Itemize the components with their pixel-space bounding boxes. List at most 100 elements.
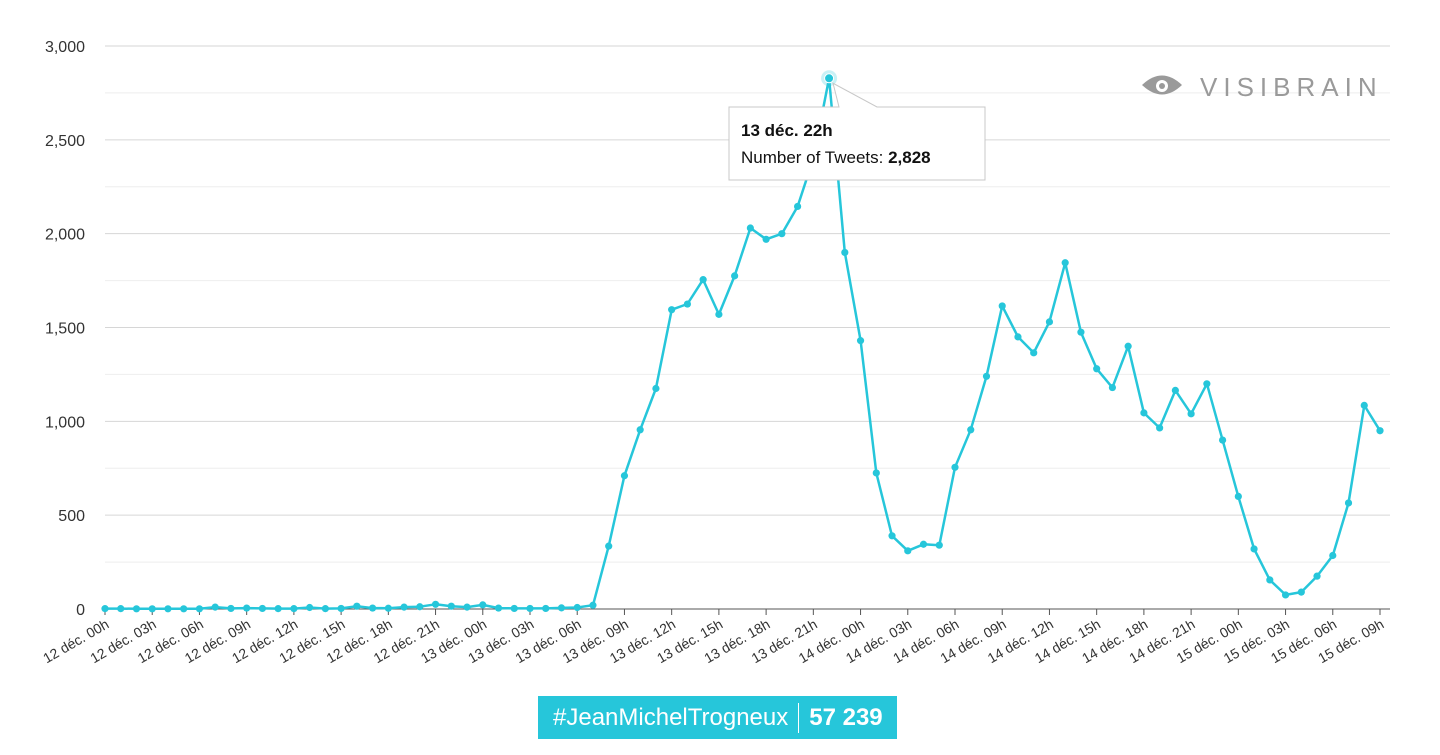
data-point xyxy=(101,605,109,613)
data-point xyxy=(951,463,959,471)
hashtag-label: #JeanMichelTrogneux xyxy=(553,703,789,731)
data-point xyxy=(1077,328,1085,336)
series-line xyxy=(105,77,1382,611)
data-point xyxy=(982,372,991,380)
data-point xyxy=(1093,365,1101,373)
y-tick-label: 1,500 xyxy=(45,321,85,338)
data-point xyxy=(1313,572,1321,580)
data-point xyxy=(148,605,156,613)
y-tick-label: 500 xyxy=(58,508,85,525)
data-point xyxy=(1266,576,1274,584)
tweet-total: 57 239 xyxy=(809,703,883,731)
data-point xyxy=(1187,410,1195,418)
tooltip-title: 13 déc. 22h xyxy=(741,121,833,140)
data-point xyxy=(715,310,723,318)
data-point xyxy=(1218,436,1227,444)
data-point xyxy=(132,605,141,613)
highlight-point xyxy=(824,73,835,84)
data-point xyxy=(384,604,392,612)
data-point xyxy=(463,603,471,611)
data-point xyxy=(1140,409,1148,417)
data-point xyxy=(180,605,188,613)
data-point xyxy=(746,224,754,232)
data-point xyxy=(888,532,896,540)
tooltip: 13 déc. 22h Number of Tweets: 2,828 xyxy=(728,82,986,181)
data-point xyxy=(353,602,361,610)
data-point xyxy=(636,426,644,434)
data-point xyxy=(1344,499,1353,507)
data-point xyxy=(573,603,581,612)
data-point xyxy=(1171,386,1179,394)
y-axis-ticks: 0 500 1,000 1,500 2,000 2,500 3,000 xyxy=(45,39,85,619)
data-point xyxy=(306,603,314,612)
data-point xyxy=(683,300,692,308)
data-point xyxy=(731,272,739,280)
series-tweets xyxy=(101,70,1384,613)
data-point xyxy=(620,472,629,480)
data-point xyxy=(510,604,518,613)
tooltip-value: 2,828 xyxy=(888,148,931,167)
data-point xyxy=(1156,424,1164,432)
data-point xyxy=(1376,427,1384,435)
data-point xyxy=(447,602,455,610)
data-point xyxy=(274,605,282,613)
data-point xyxy=(321,605,329,613)
data-point xyxy=(1281,591,1290,599)
data-point xyxy=(542,604,550,613)
data-point xyxy=(1108,383,1117,392)
data-point xyxy=(400,603,408,611)
data-point xyxy=(904,547,912,555)
brand-logo: VISIBRAIN xyxy=(1142,72,1383,102)
y-tick-label: 3,000 xyxy=(45,39,85,56)
data-point xyxy=(668,306,676,314)
eye-icon xyxy=(1142,75,1182,95)
data-point xyxy=(1061,259,1069,267)
data-point xyxy=(258,604,267,613)
data-point xyxy=(117,605,125,613)
data-point xyxy=(557,604,566,612)
data-point xyxy=(589,601,597,609)
data-point xyxy=(1045,318,1054,326)
data-point xyxy=(1014,333,1022,341)
data-point xyxy=(872,469,880,477)
data-point xyxy=(211,603,219,611)
data-point xyxy=(1250,545,1258,553)
data-point xyxy=(416,603,424,611)
data-point xyxy=(337,604,345,613)
data-point xyxy=(243,604,251,612)
data-point xyxy=(1297,588,1305,596)
data-point xyxy=(967,426,975,434)
data-point xyxy=(652,384,660,393)
data-point xyxy=(494,604,503,612)
data-point xyxy=(195,605,204,613)
y-tick-label: 2,000 xyxy=(45,227,85,244)
data-point xyxy=(1360,401,1368,409)
y-tick-label: 0 xyxy=(76,602,85,619)
data-point xyxy=(605,542,613,550)
data-point xyxy=(1203,380,1211,388)
grid-lines xyxy=(105,45,1390,610)
data-point xyxy=(227,604,235,613)
data-point xyxy=(762,235,770,243)
data-point xyxy=(290,605,298,613)
data-point xyxy=(1234,492,1242,500)
tooltip-body: Number of Tweets: 2,828 xyxy=(741,148,931,167)
data-point xyxy=(1329,551,1337,560)
y-tick-label: 2,500 xyxy=(45,133,85,150)
data-point xyxy=(935,541,943,549)
data-point xyxy=(526,604,534,613)
data-point xyxy=(699,276,707,284)
data-point xyxy=(841,248,849,257)
data-point xyxy=(998,302,1006,310)
data-point xyxy=(778,230,786,238)
badge-divider xyxy=(798,702,800,733)
data-point xyxy=(164,605,172,613)
brand-name: VISIBRAIN xyxy=(1200,72,1383,102)
data-point xyxy=(1124,342,1132,350)
data-point xyxy=(1030,349,1038,357)
data-point xyxy=(368,604,377,612)
tooltip-label: Number of Tweets: xyxy=(741,148,888,167)
data-point xyxy=(919,540,928,548)
